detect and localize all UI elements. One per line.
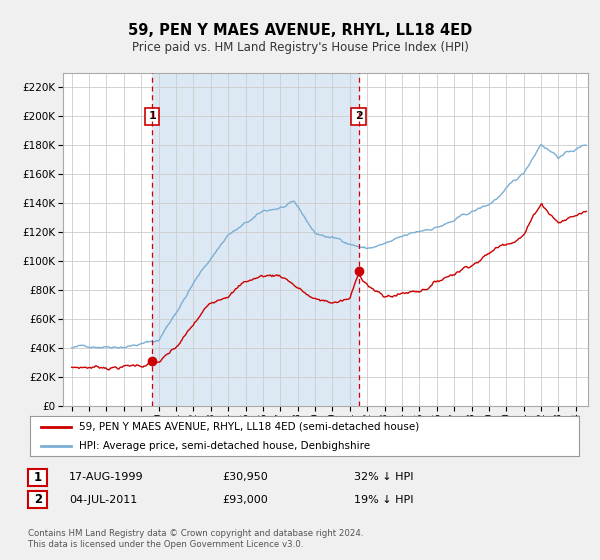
Text: Contains HM Land Registry data © Crown copyright and database right 2024.: Contains HM Land Registry data © Crown c… xyxy=(28,529,364,538)
Text: 1: 1 xyxy=(148,111,156,122)
Text: £93,000: £93,000 xyxy=(222,494,268,505)
Text: This data is licensed under the Open Government Licence v3.0.: This data is licensed under the Open Gov… xyxy=(28,540,304,549)
Text: 1: 1 xyxy=(34,470,42,484)
Text: 2: 2 xyxy=(34,493,42,506)
Bar xyxy=(152,73,359,406)
Text: 04-JUL-2011: 04-JUL-2011 xyxy=(69,494,137,505)
Text: 59, PEN Y MAES AVENUE, RHYL, LL18 4ED: 59, PEN Y MAES AVENUE, RHYL, LL18 4ED xyxy=(128,24,472,38)
Text: £30,950: £30,950 xyxy=(222,472,268,482)
Text: Price paid vs. HM Land Registry's House Price Index (HPI): Price paid vs. HM Land Registry's House … xyxy=(131,41,469,54)
Text: 17-AUG-1999: 17-AUG-1999 xyxy=(69,472,143,482)
Text: 59, PEN Y MAES AVENUE, RHYL, LL18 4ED (semi-detached house): 59, PEN Y MAES AVENUE, RHYL, LL18 4ED (s… xyxy=(79,422,419,432)
Text: 2: 2 xyxy=(355,111,362,122)
Text: 19% ↓ HPI: 19% ↓ HPI xyxy=(354,494,413,505)
Text: 32% ↓ HPI: 32% ↓ HPI xyxy=(354,472,413,482)
Text: HPI: Average price, semi-detached house, Denbighshire: HPI: Average price, semi-detached house,… xyxy=(79,441,371,450)
